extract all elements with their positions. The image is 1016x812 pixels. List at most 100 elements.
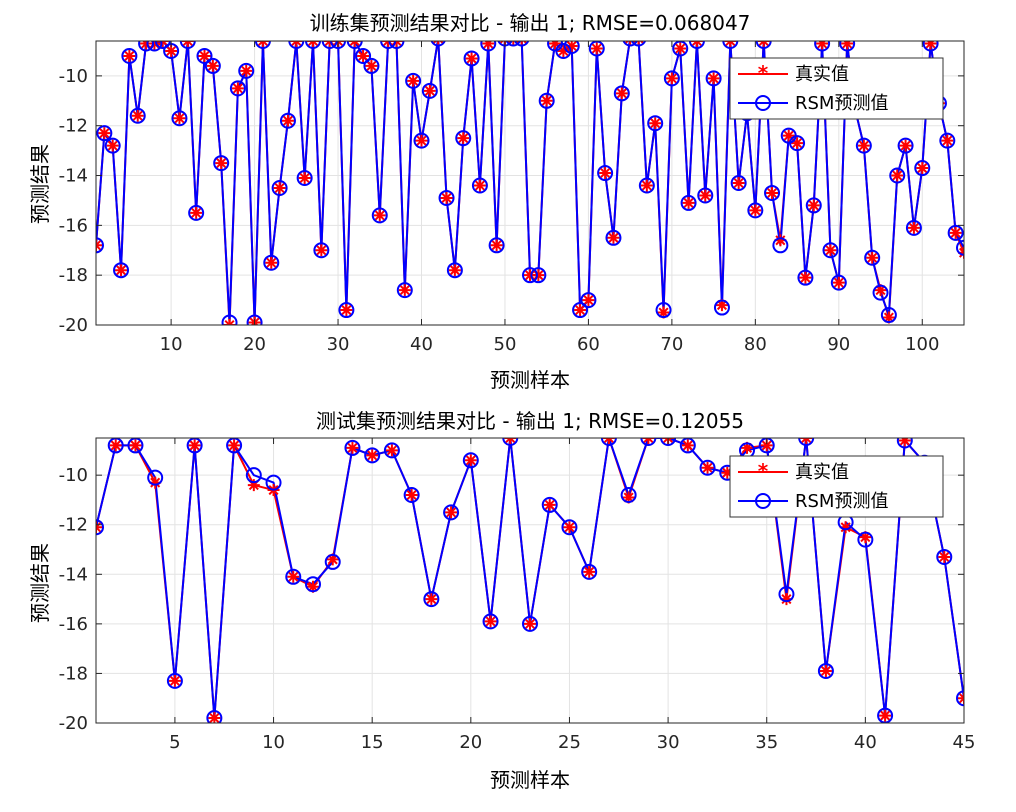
data-point-true	[346, 441, 359, 454]
data-point-true	[732, 177, 745, 189]
data-point-true	[774, 234, 787, 247]
data-point-true	[782, 129, 795, 142]
y-tick-label: -16	[59, 614, 88, 635]
data-point-pred	[514, 41, 530, 47]
data-point-pred	[96, 237, 104, 254]
data-point-pred	[147, 469, 164, 486]
data-point-pred	[697, 187, 714, 204]
data-point-pred	[572, 302, 589, 319]
data-point-true	[681, 439, 694, 452]
data-point-true	[425, 593, 438, 606]
data-point-pred	[430, 41, 446, 47]
data-point-pred	[605, 229, 622, 246]
axes-box	[95, 437, 965, 724]
data-point-pred	[346, 41, 363, 49]
data-point-pred	[600, 438, 617, 446]
data-point-true	[385, 444, 398, 457]
data-point-pred	[817, 662, 834, 679]
data-point-true	[649, 117, 662, 130]
data-point-true	[857, 139, 870, 152]
data-point-true	[473, 179, 486, 192]
data-point-pred	[196, 47, 213, 64]
data-point-pred	[383, 442, 400, 459]
data-point-true	[524, 617, 536, 630]
data-point-pred	[213, 155, 230, 172]
data-point-pred	[522, 267, 538, 284]
data-point-true	[574, 304, 587, 317]
data-point-pred	[897, 137, 914, 154]
data-point-pred	[855, 137, 872, 154]
data-point-pred	[655, 302, 672, 319]
data-point-pred	[541, 496, 558, 513]
data-point-true	[448, 264, 461, 277]
data-point-true	[106, 139, 119, 152]
data-point-pred	[355, 47, 372, 64]
data-point-pred	[421, 82, 438, 99]
chart-title: 训练集预测结果对比 - 输出 1; RMSE=0.068047	[310, 11, 751, 35]
y-tick-label: -12	[59, 116, 88, 137]
data-point-true	[482, 41, 495, 50]
legend-label-true: 真实值	[795, 462, 849, 483]
y-tick-label: -18	[59, 663, 88, 684]
data-point-pred	[330, 41, 347, 49]
data-point-true	[543, 498, 556, 511]
data-point-pred	[947, 224, 964, 241]
data-point-pred	[324, 553, 341, 570]
data-point-true	[816, 41, 829, 50]
data-point-true	[899, 139, 912, 152]
x-tick-label: 20	[459, 732, 482, 753]
data-point-true	[760, 439, 773, 452]
data-point-pred	[96, 519, 104, 536]
data-point-pred	[166, 672, 183, 689]
data-point-pred	[755, 41, 772, 49]
data-point-true	[206, 59, 219, 72]
data-point-pred	[563, 41, 580, 54]
legend: * 真实值 RSM预测值	[729, 455, 944, 518]
x-tick-label: 10	[160, 334, 183, 355]
legend-label-true: 真实值	[795, 64, 849, 85]
data-point-pred	[238, 62, 255, 79]
x-tick-label: 50	[494, 334, 517, 355]
y-axis-label: 预测结果	[28, 543, 52, 623]
data-point-true	[622, 491, 635, 504]
x-tick-label: 35	[755, 732, 778, 753]
x-tick-label: 90	[827, 334, 850, 355]
data-point-true	[859, 531, 872, 544]
data-point-true	[824, 244, 837, 257]
data-point-pred	[438, 189, 455, 206]
x-tick-label: 20	[243, 334, 266, 355]
data-point-pred	[640, 438, 657, 446]
x-tick-label: 45	[953, 732, 976, 753]
data-point-pred	[271, 179, 288, 196]
data-point-true	[699, 189, 712, 202]
data-point-pred	[96, 125, 113, 142]
data-point-pred	[263, 254, 280, 271]
data-point-true	[799, 271, 812, 284]
data-point-true	[115, 264, 128, 277]
data-point-true	[557, 44, 570, 57]
data-point-true	[190, 206, 203, 219]
data-point-pred	[789, 135, 806, 152]
data-point-pred	[254, 41, 271, 49]
data-point-pred	[364, 447, 381, 464]
data-point-true	[240, 64, 253, 77]
data-point-pred	[722, 41, 739, 49]
data-point-pred	[188, 204, 205, 221]
data-point-pred	[705, 70, 722, 87]
chart-title: 测试集预测结果对比 - 输出 1; RMSE=0.12055	[316, 409, 744, 433]
x-tick-label: 40	[854, 732, 877, 753]
data-point-true	[405, 489, 418, 501]
data-point-true	[281, 114, 294, 127]
data-point-true	[563, 521, 576, 534]
data-point-true	[247, 479, 260, 492]
data-point-true	[791, 137, 804, 150]
data-point-true	[879, 709, 892, 722]
x-tick-label: 5	[169, 732, 180, 753]
data-point-true	[916, 162, 929, 175]
y-tick-label: -18	[59, 265, 88, 286]
data-point-true	[357, 49, 370, 62]
y-tick-label: -14	[59, 166, 88, 187]
data-point-pred	[462, 452, 479, 469]
x-tick-label: 10	[262, 732, 285, 753]
